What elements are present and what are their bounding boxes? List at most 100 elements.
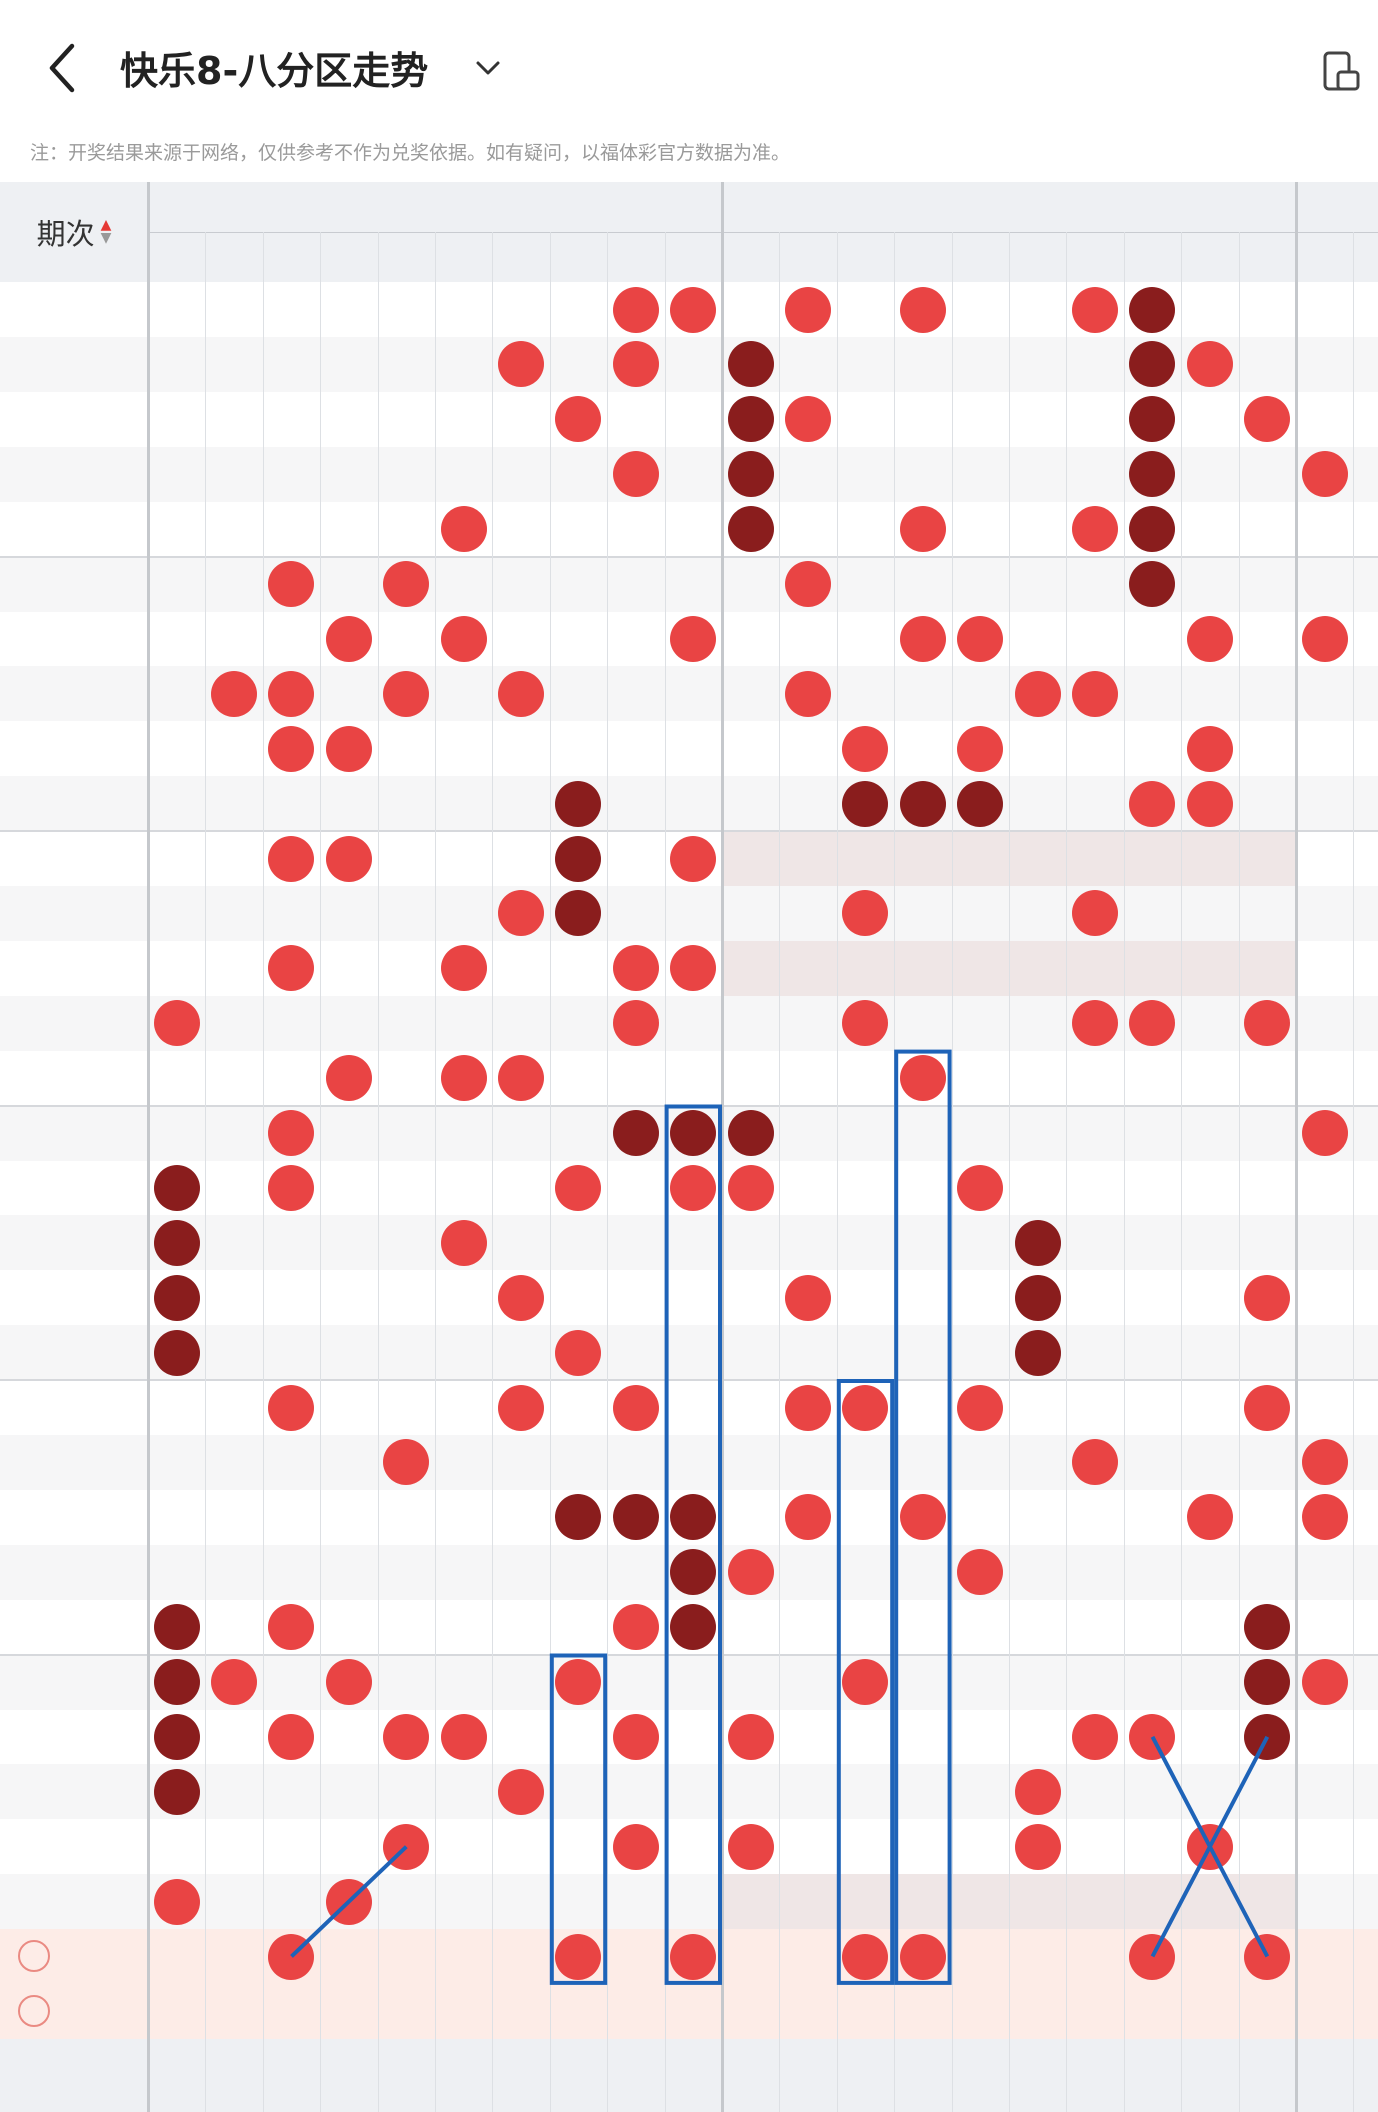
drawn-ball xyxy=(497,1768,544,1815)
issue-number xyxy=(0,1545,148,1600)
table-row xyxy=(0,1434,1378,1490)
zone-header xyxy=(148,182,722,232)
select-number[interactable] xyxy=(550,1929,607,1984)
number-cell xyxy=(1066,721,1123,776)
select-number[interactable] xyxy=(1239,1984,1296,2039)
number-cell xyxy=(1009,1106,1066,1161)
selected-ball[interactable] xyxy=(670,1933,717,1980)
selected-ball[interactable] xyxy=(268,1933,315,1980)
number-cell xyxy=(435,886,492,941)
number-cell xyxy=(1124,1051,1181,1106)
select-number[interactable] xyxy=(1124,1929,1181,1984)
selected-ball[interactable] xyxy=(899,1933,946,1980)
chevron-down-icon[interactable] xyxy=(472,52,504,84)
group-divider xyxy=(0,1379,1378,1381)
drawn-ball xyxy=(1014,1329,1061,1376)
number-cell xyxy=(665,1545,722,1600)
select-number[interactable] xyxy=(1296,1984,1353,2039)
select-number[interactable] xyxy=(1066,1984,1123,2039)
issue-number xyxy=(0,1764,148,1819)
number-cell xyxy=(435,1490,492,1545)
drawn-ball xyxy=(727,1713,774,1760)
select-number[interactable] xyxy=(263,1984,320,2039)
selected-ball[interactable] xyxy=(842,1933,889,1980)
select-row[interactable] xyxy=(0,1929,1378,1984)
number-cell xyxy=(722,1380,779,1435)
layout-toggle-icon[interactable] xyxy=(1322,50,1362,92)
select-number[interactable] xyxy=(1181,1984,1238,2039)
number-cell xyxy=(837,831,894,886)
number-cell xyxy=(1181,502,1238,557)
select-number[interactable] xyxy=(492,1929,549,1984)
number-cell xyxy=(837,666,894,721)
drawn-ball xyxy=(1129,451,1176,498)
select-number[interactable] xyxy=(550,1984,607,2039)
selected-ball[interactable] xyxy=(555,1933,602,1980)
issue-column-header[interactable]: 期次 ▲ ▼ xyxy=(0,182,148,282)
number-cell xyxy=(378,1490,435,1545)
select-number[interactable] xyxy=(320,1984,377,2039)
select-number[interactable] xyxy=(1296,1929,1353,1984)
selected-ball[interactable] xyxy=(1244,1933,1291,1980)
number-cell xyxy=(607,447,664,502)
select-number[interactable] xyxy=(779,1929,836,1984)
select-number[interactable] xyxy=(1239,1929,1296,1984)
select-number[interactable] xyxy=(779,1984,836,2039)
select-number[interactable] xyxy=(1009,1929,1066,1984)
select-number[interactable] xyxy=(1124,1984,1181,2039)
select-number[interactable] xyxy=(378,1929,435,1984)
select-number[interactable] xyxy=(435,1984,492,2039)
number-cell xyxy=(435,1709,492,1764)
select-number[interactable] xyxy=(894,1984,951,2039)
number-cell xyxy=(722,1160,779,1215)
select-number[interactable] xyxy=(722,1929,779,1984)
number-cell xyxy=(665,1160,722,1215)
select-radio[interactable] xyxy=(18,1994,50,2027)
number-cell xyxy=(263,1325,320,1380)
select-number[interactable] xyxy=(607,1984,664,2039)
select-number[interactable] xyxy=(435,1929,492,1984)
selected-ball[interactable] xyxy=(1129,1933,1176,1980)
select-number[interactable] xyxy=(148,1984,205,2039)
select-number[interactable] xyxy=(205,1929,262,1984)
select-number[interactable] xyxy=(952,1929,1009,1984)
back-arrow-icon[interactable] xyxy=(40,38,86,98)
number-cell xyxy=(1296,282,1353,337)
issue-number xyxy=(0,666,148,721)
select-radio[interactable] xyxy=(18,1940,50,1972)
number-cell xyxy=(1296,1051,1353,1106)
select-row[interactable] xyxy=(0,1983,1378,2039)
drawn-ball xyxy=(612,1110,659,1156)
select-number[interactable] xyxy=(320,1929,377,1984)
select-number[interactable] xyxy=(665,1984,722,2039)
select-number[interactable] xyxy=(148,1929,205,1984)
number-cell xyxy=(1066,996,1123,1051)
number-cell xyxy=(148,1435,205,1490)
number-cell xyxy=(952,941,1009,996)
select-number[interactable] xyxy=(607,1929,664,1984)
select-number[interactable] xyxy=(492,1984,549,2039)
number-cell xyxy=(779,1709,836,1764)
number-cell xyxy=(1066,1270,1123,1325)
number-cell xyxy=(148,1380,205,1435)
number-cell xyxy=(1124,776,1181,831)
drawn-ball xyxy=(1129,396,1176,443)
select-number[interactable] xyxy=(263,1929,320,1984)
select-number[interactable] xyxy=(837,1984,894,2039)
select-number[interactable] xyxy=(1009,1984,1066,2039)
drawn-ball xyxy=(1071,1713,1118,1760)
select-number[interactable] xyxy=(722,1984,779,2039)
select-number[interactable] xyxy=(205,1984,262,2039)
number-cell xyxy=(378,392,435,447)
select-number[interactable] xyxy=(1066,1929,1123,1984)
select-number[interactable] xyxy=(1181,1929,1238,1984)
select-number[interactable] xyxy=(837,1929,894,1984)
select-number[interactable] xyxy=(952,1984,1009,2039)
sort-icon[interactable]: ▲ ▼ xyxy=(100,217,112,246)
column-number xyxy=(550,232,607,282)
select-number[interactable] xyxy=(894,1929,951,1984)
select-number[interactable] xyxy=(378,1984,435,2039)
column-divider xyxy=(721,182,724,2112)
select-number[interactable] xyxy=(665,1929,722,1984)
number-cell xyxy=(1009,831,1066,886)
